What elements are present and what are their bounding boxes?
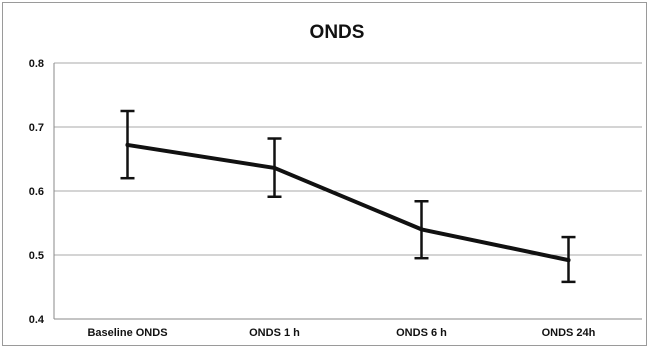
y-tick-label: 0.4 (29, 314, 45, 326)
x-tick-label: ONDS 24h (542, 327, 596, 339)
gridlines (53, 62, 642, 320)
series-lines (125, 142, 571, 263)
x-tick-labels: Baseline ONDS ONDS 1 h ONDS 6 h ONDS 24h (87, 327, 595, 339)
x-tick-label: ONDS 1 h (249, 327, 300, 339)
y-tick-label: 0.8 (29, 58, 44, 70)
data-point (566, 258, 571, 263)
chart-title: ONDS (310, 22, 365, 43)
error-bars (120, 109, 576, 284)
chart-frame (2, 2, 647, 346)
data-point (125, 142, 130, 147)
y-tick-label: 0.7 (29, 122, 44, 134)
x-tick-label: Baseline ONDS (87, 327, 167, 339)
series-line (125, 142, 571, 263)
x-tick-label: ONDS 6 h (396, 327, 447, 339)
y-tick-labels: 0.4 0.5 0.6 0.7 0.8 (29, 58, 45, 326)
y-tick-label: 0.5 (29, 250, 44, 262)
data-point (272, 165, 277, 170)
y-tick-label: 0.6 (29, 186, 44, 198)
data-point (419, 227, 424, 232)
